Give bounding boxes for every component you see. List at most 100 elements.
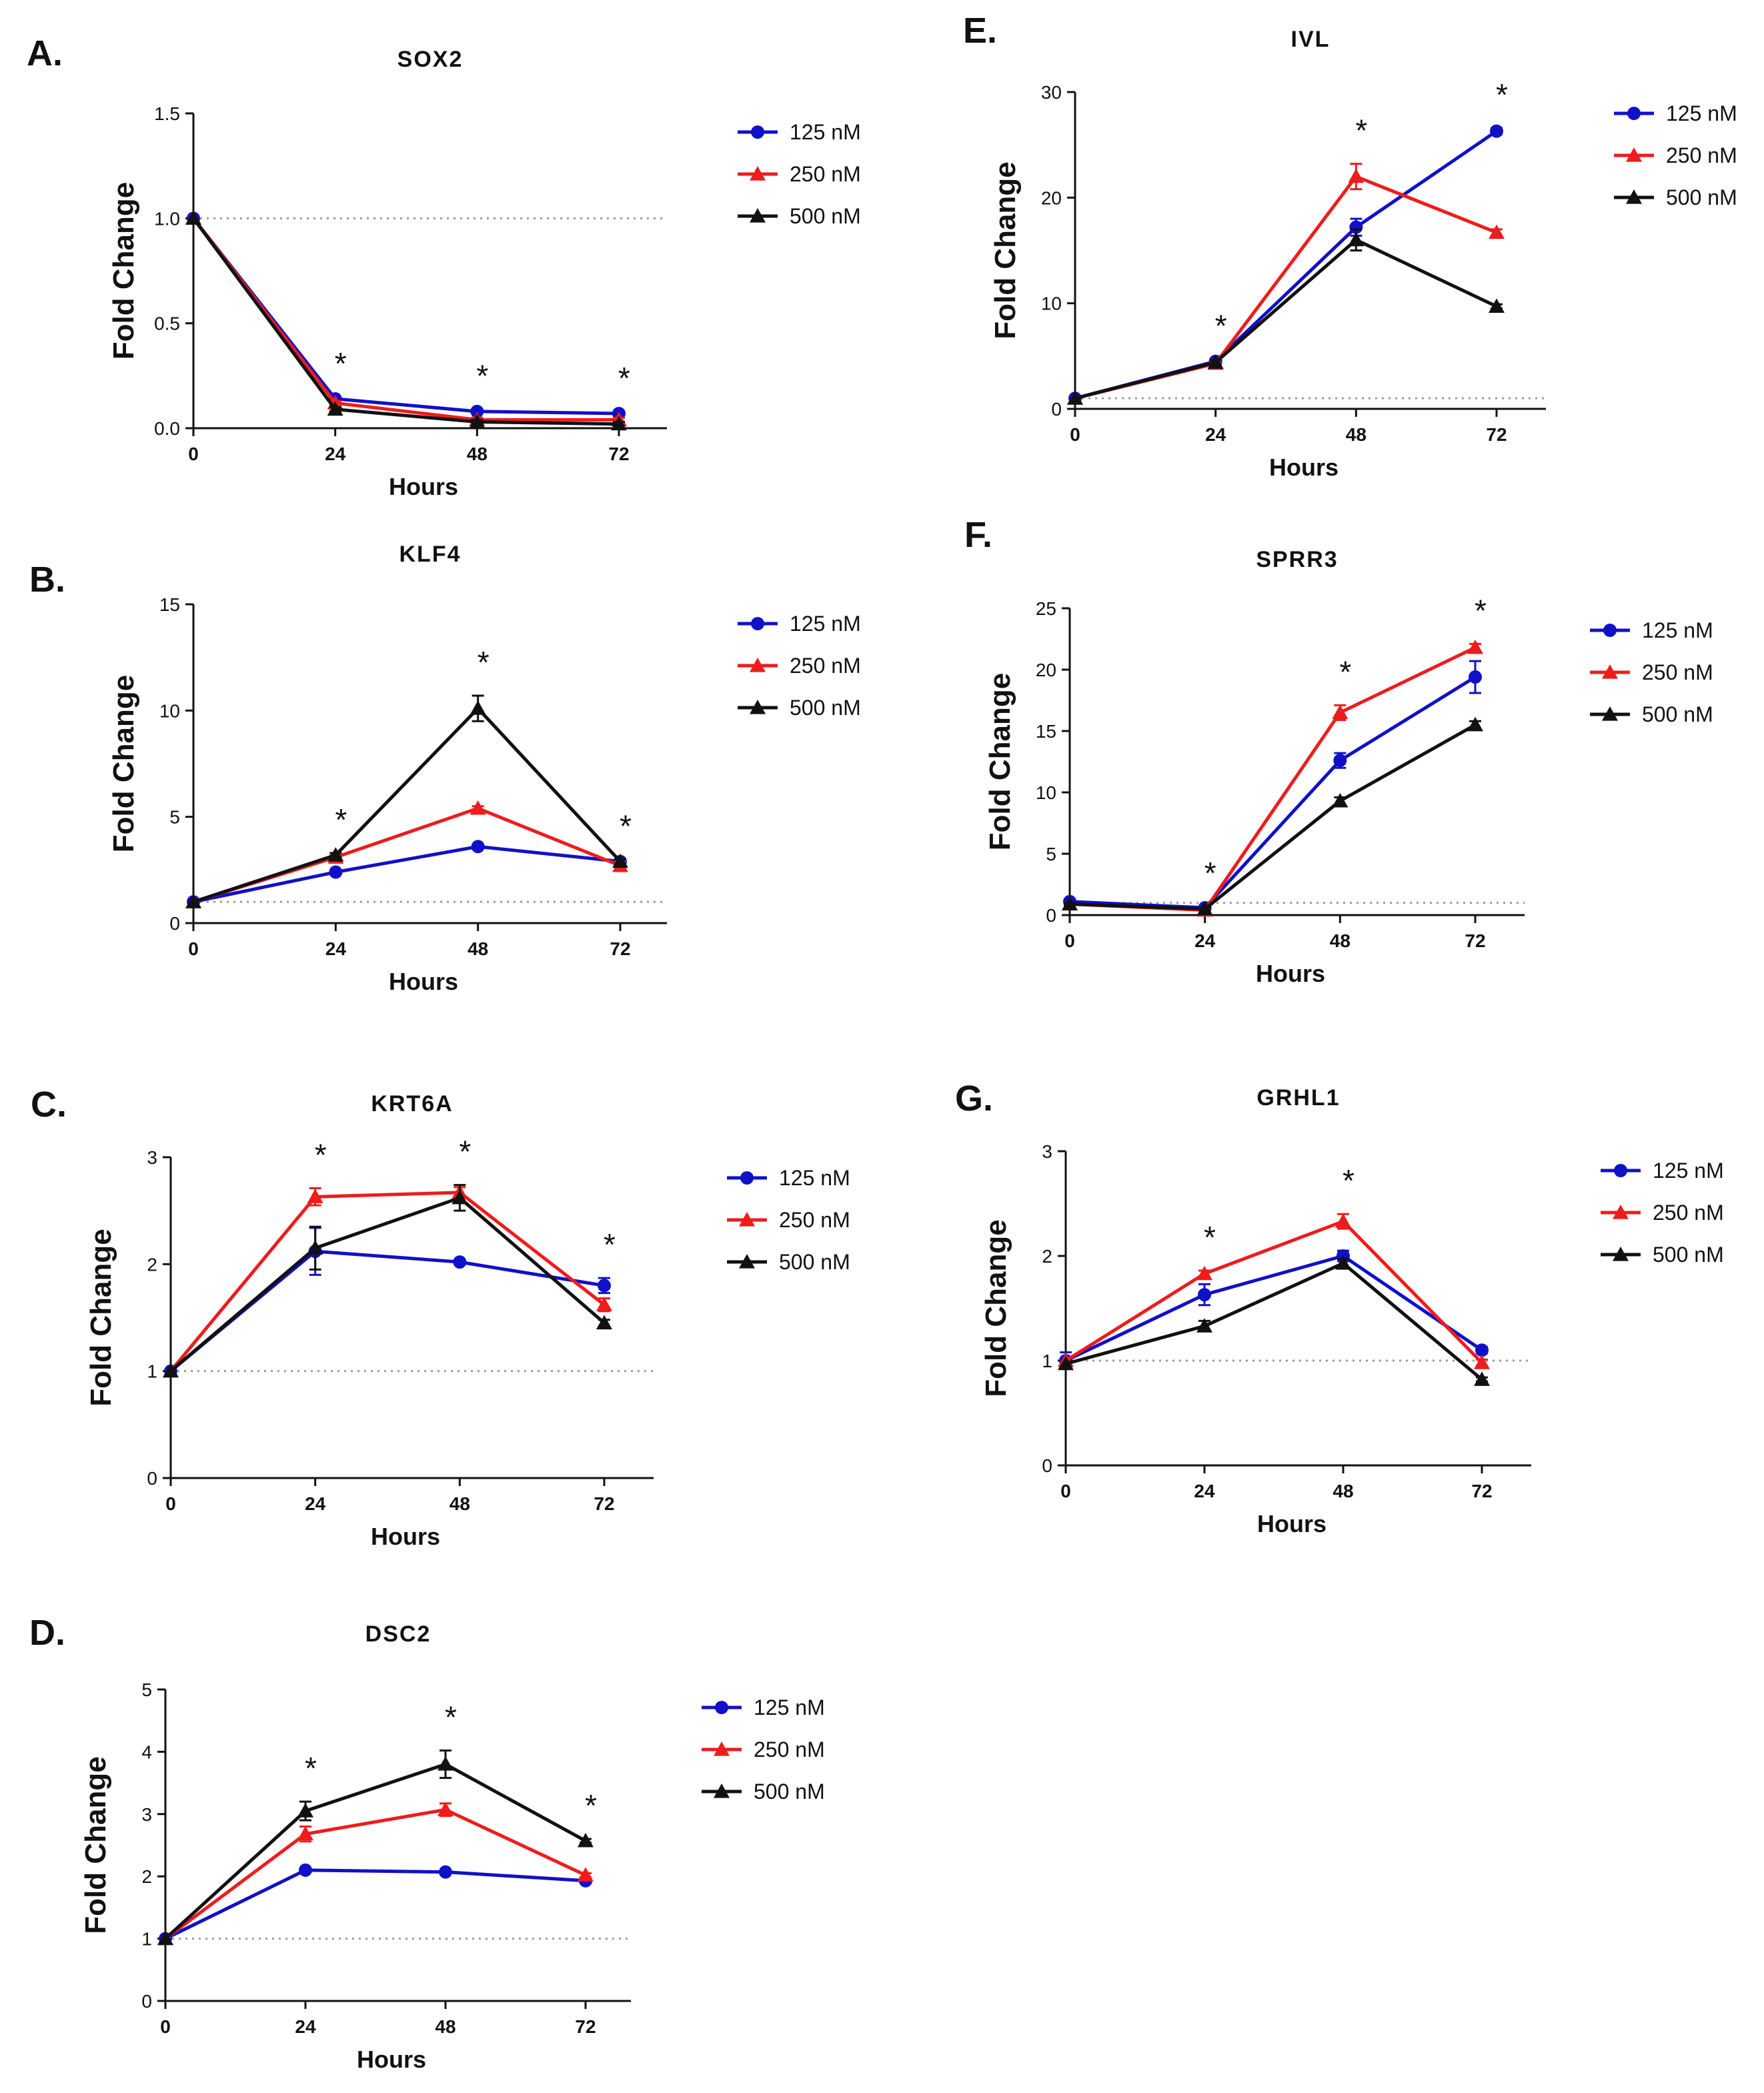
legend-label: 500 nM bbox=[1642, 702, 1713, 726]
data-point-250nm bbox=[1332, 704, 1349, 719]
significance-star: * bbox=[620, 808, 632, 843]
legend-item: 250 nM bbox=[1601, 1201, 1724, 1225]
series-line-500nm bbox=[1065, 1261, 1483, 1381]
series-line-125nm bbox=[164, 1868, 586, 1940]
data-point-125nm bbox=[1198, 1288, 1211, 1302]
legend-marker bbox=[750, 208, 766, 223]
significance-star: * bbox=[478, 645, 490, 680]
data-point-500nm bbox=[1067, 390, 1083, 405]
legend-label: 250 nM bbox=[1666, 143, 1737, 167]
chart-panel-sprr3: F. SPRR3 0 5 10 15 20 25 0 24 48 72 Hours Fold Change… bbox=[964, 515, 1713, 987]
panel-label: D. bbox=[29, 1613, 65, 1653]
x-tick-label: 0 bbox=[188, 938, 199, 959]
data-point-500nm bbox=[185, 210, 201, 225]
legend-marker bbox=[739, 1254, 755, 1269]
data-point-250nm bbox=[437, 1802, 454, 1816]
significance-star: * bbox=[1339, 654, 1351, 689]
data-point-250nm bbox=[307, 1189, 323, 1203]
series-line-250nm bbox=[1064, 1219, 1483, 1364]
x-tick-label: 48 bbox=[1333, 1481, 1353, 1501]
data-point-125nm bbox=[471, 840, 485, 854]
data-point-250nm bbox=[470, 800, 486, 815]
data-point-500nm bbox=[1474, 1371, 1490, 1386]
significance-star: * bbox=[335, 802, 347, 837]
x-tick-label: 24 bbox=[305, 1493, 326, 1514]
y-tick-label: 20 bbox=[1036, 660, 1056, 680]
data-point-250nm bbox=[1474, 1355, 1490, 1369]
legend-item: 500 nM bbox=[738, 204, 861, 228]
legend-item: 125 nM bbox=[727, 1166, 850, 1190]
data-point-500nm bbox=[1058, 1355, 1074, 1371]
legend-label: 500 nM bbox=[790, 696, 861, 720]
x-tick-label: 72 bbox=[608, 444, 629, 464]
y-tick-label: 2 bbox=[1042, 1246, 1052, 1267]
x-tick-label: 24 bbox=[1194, 930, 1216, 951]
y-tick-label: 5 bbox=[169, 807, 180, 828]
legend-marker bbox=[1627, 107, 1641, 120]
legend-label: 250 nM bbox=[1653, 1201, 1724, 1225]
legend-label: 250 nM bbox=[790, 654, 861, 678]
data-point-250nm bbox=[1335, 1213, 1351, 1228]
x-tick-label: 72 bbox=[1465, 930, 1485, 951]
x-tick-label: 0 bbox=[1070, 424, 1080, 445]
data-point-500nm bbox=[437, 1756, 454, 1771]
data-point-250nm bbox=[1196, 1265, 1212, 1281]
x-axis-label: Hours bbox=[389, 473, 458, 500]
chart-title: DSC2 bbox=[365, 1621, 431, 1647]
x-axis-label: Hours bbox=[357, 2046, 426, 2073]
legend-label: 250 nM bbox=[790, 162, 861, 186]
legend-label: 500 nM bbox=[1653, 1243, 1724, 1267]
y-axis-label: Fold Change bbox=[980, 1219, 1012, 1397]
y-tick-label: 0 bbox=[147, 1468, 157, 1489]
x-axis-label: Hours bbox=[1257, 1510, 1327, 1537]
data-point-500nm bbox=[157, 1930, 173, 1946]
y-tick-label: 0.5 bbox=[154, 313, 180, 334]
data-point-500nm bbox=[163, 1363, 179, 1378]
y-axis-label: Fold Change bbox=[984, 673, 1016, 850]
x-tick-label: 0 bbox=[1060, 1481, 1071, 1501]
chart-panel-grhl1: G. GRHL1 0 1 2 3 0 24 48 72 Hours Fold Change * * 125 … bbox=[955, 1079, 1724, 1537]
data-point-125nm bbox=[1333, 754, 1347, 768]
legend-marker bbox=[751, 125, 764, 139]
legend-marker bbox=[751, 617, 764, 630]
x-tick-label: 72 bbox=[610, 938, 630, 959]
legend-item: 125 nM bbox=[1614, 101, 1737, 125]
x-tick-label: 0 bbox=[188, 444, 199, 464]
y-axis-label: Fold Change bbox=[107, 675, 140, 852]
data-point-250nm bbox=[1348, 168, 1365, 183]
legend-marker bbox=[1626, 147, 1642, 162]
series-line-500nm bbox=[1074, 238, 1498, 400]
chart-title: IVL bbox=[1291, 27, 1331, 52]
x-tick-label: 0 bbox=[1064, 930, 1075, 951]
x-tick-label: 24 bbox=[1205, 424, 1226, 445]
x-tick-label: 48 bbox=[435, 2016, 456, 2037]
chart-title: SOX2 bbox=[397, 47, 464, 72]
y-tick-label: 20 bbox=[1041, 187, 1062, 208]
y-axis-label: Fold Change bbox=[107, 182, 140, 360]
data-point-250nm bbox=[596, 1297, 612, 1311]
legend-label: 500 nM bbox=[1666, 185, 1737, 209]
x-tick-label: 24 bbox=[325, 444, 346, 464]
data-point-500nm bbox=[611, 416, 627, 431]
data-point-125nm bbox=[453, 1255, 467, 1269]
x-axis-label: Hours bbox=[1256, 960, 1325, 987]
data-point-500nm bbox=[327, 847, 344, 862]
series-line-125nm bbox=[1069, 675, 1477, 910]
y-tick-label: 3 bbox=[1042, 1141, 1052, 1162]
legend-label: 125 nM bbox=[1666, 101, 1737, 125]
y-axis-label: Fold Change bbox=[79, 1756, 112, 1934]
data-point-500nm bbox=[470, 700, 486, 715]
data-point-125nm bbox=[1469, 670, 1482, 684]
legend-label: 250 nM bbox=[754, 1737, 825, 1762]
data-point-125nm bbox=[1475, 1343, 1489, 1357]
x-tick-label: 48 bbox=[467, 444, 488, 464]
legend-label: 500 nM bbox=[754, 1780, 825, 1804]
legend-item: 125 nM bbox=[1601, 1159, 1724, 1183]
significance-star: * bbox=[604, 1227, 616, 1262]
y-tick-label: 2 bbox=[147, 1254, 157, 1275]
legend-marker bbox=[750, 658, 766, 672]
x-tick-label: 48 bbox=[450, 1493, 470, 1514]
legend-marker bbox=[750, 166, 766, 181]
legend-item: 500 nM bbox=[1601, 1243, 1724, 1267]
